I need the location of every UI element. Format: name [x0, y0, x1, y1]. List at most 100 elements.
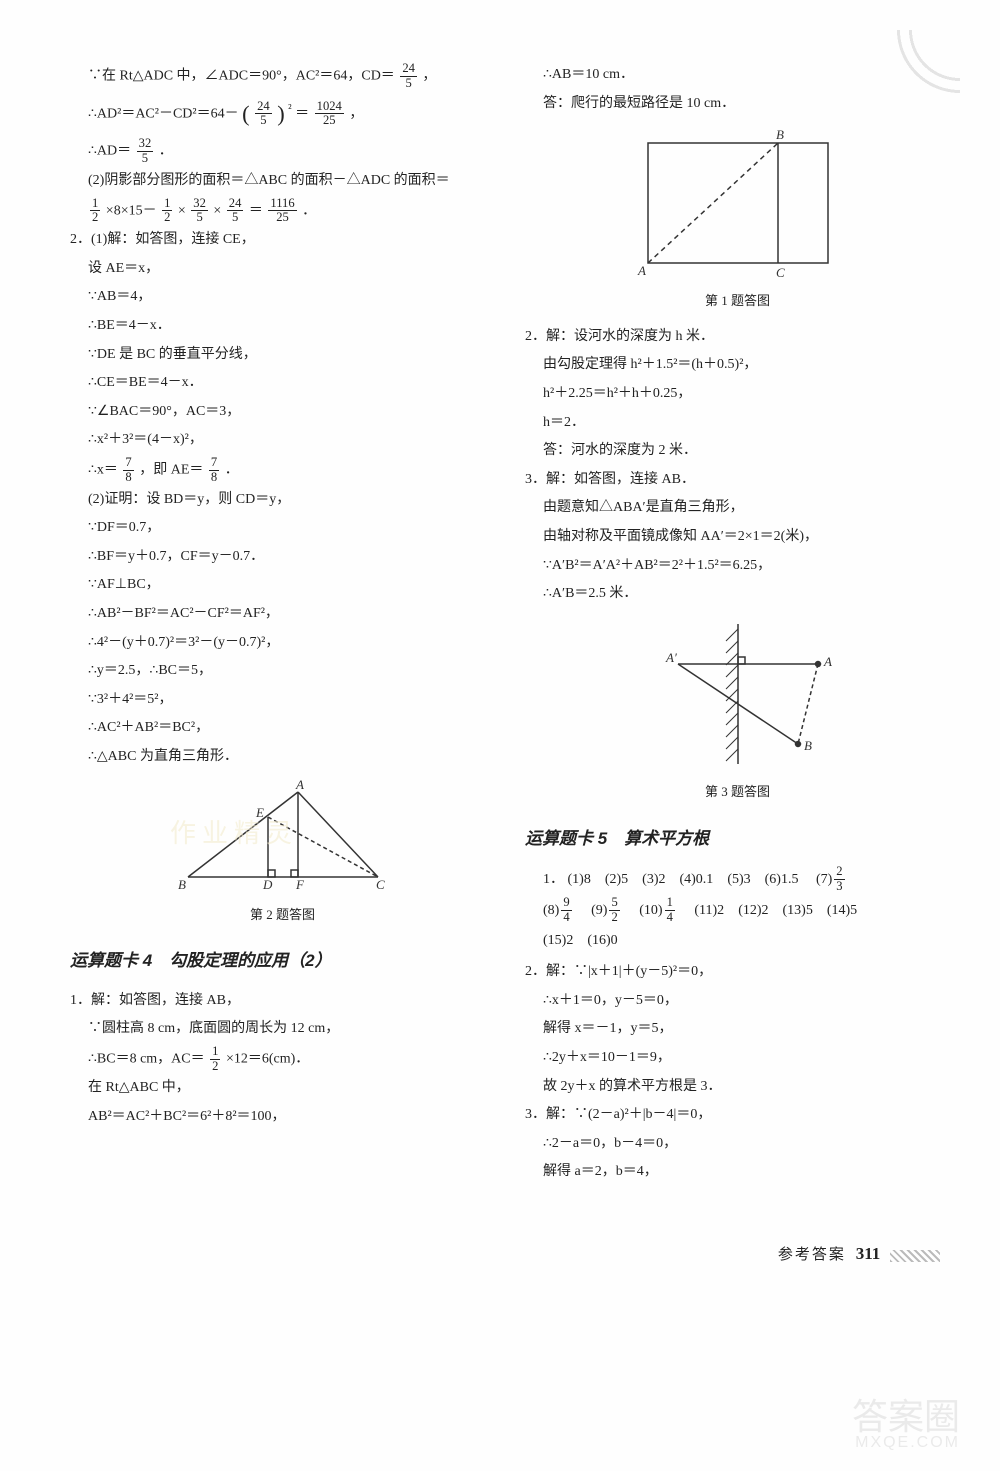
watermark-sub: MXQE.COM — [852, 1435, 960, 1451]
label-A: A — [823, 654, 832, 669]
text-line: 由题意知△ABA′是直角三角形， — [525, 495, 950, 522]
text: ∴AD²＝AC²－CD²＝64－ — [88, 106, 239, 121]
text-line: ∵∠BAC＝90°，AC＝3， — [70, 399, 495, 426]
answer-item: (15)2 — [543, 926, 573, 957]
answer-item: (8)94 — [543, 896, 574, 927]
text: ，即 AE＝ — [139, 463, 203, 478]
text-line: h＝2． — [525, 410, 950, 437]
text-line: 3．解：∵(2－a)²＋|b－4|＝0， — [525, 1102, 950, 1129]
answer-row: (8)94 (9)52 (10)14 (11)2(12)2(13)5(14)5 — [525, 896, 950, 927]
text-line: ∴BC＝8 cm，AC＝ 12 ×12＝6(cm)． — [70, 1045, 495, 1074]
answer-item: (7)23 — [816, 865, 847, 896]
paren: ( — [242, 101, 249, 126]
answer-item: (9)52 — [591, 896, 622, 927]
text-line: 由勾股定理得 h²＋1.5²＝(h＋0.5)²， — [525, 352, 950, 379]
text: ×8×15－ — [106, 203, 157, 218]
figure-3-svg: A′ A B — [628, 614, 848, 774]
fraction: 12 — [162, 197, 172, 226]
text: ×12＝6(cm)． — [226, 1051, 309, 1066]
label-B: B — [178, 877, 186, 892]
page-number: 311 — [856, 1244, 881, 1263]
text-line: ∴AD²＝AC²－CD²＝64－ ( 245 ) ² ＝ 102425 ， — [70, 93, 495, 136]
site-watermark: 答案圈 MXQE.COM — [852, 1399, 960, 1451]
text-line: ∵圆柱高 8 cm，底面圆的周长为 12 cm， — [70, 1016, 495, 1043]
section-5-title: 运算题卡 5 算术平方根 — [525, 823, 950, 855]
answer-row: 1． (1)8(2)5(3)2(4)0.1(5)3(6)1.5 (7)23 — [525, 865, 950, 896]
fraction: 12 — [90, 197, 100, 226]
text-line: 解得 a＝2，b＝4， — [525, 1159, 950, 1186]
text: ． — [302, 203, 316, 218]
answer-item: (14)5 — [827, 896, 857, 927]
text-line: ∴AB²－BF²＝AC²－CF²＝AF²， — [70, 601, 495, 628]
answer-item: (12)2 — [738, 896, 768, 927]
label-A: A — [295, 777, 304, 792]
figure-1-svg: A B C — [628, 123, 848, 283]
section-4-title: 运算题卡 4 勾股定理的应用（2） — [70, 945, 495, 977]
paren: ) — [277, 101, 284, 126]
text-line: 1．解：如答图，连接 AB， — [70, 988, 495, 1015]
text: ∴BC＝8 cm，AC＝ — [88, 1051, 205, 1066]
fraction: 78 — [123, 456, 133, 485]
answer-item: (2)5 — [605, 865, 628, 896]
text-line: ∴4²－(y＋0.7)²＝3²－(y－0.7)²， — [70, 630, 495, 657]
text: ∴AD＝ — [88, 144, 131, 159]
text-line: 2．解：∵|x＋1|＋(y－5)²＝0， — [525, 959, 950, 986]
text-line: ∴x＋1＝0，y－5＝0， — [525, 988, 950, 1015]
label-C: C — [376, 877, 385, 892]
fraction: 325 — [137, 137, 154, 166]
text: ． — [225, 463, 239, 478]
text: ∴x＝ — [88, 463, 118, 478]
text-line: 3．解：如答图，连接 AB． — [525, 467, 950, 494]
text: ． — [159, 144, 173, 159]
left-column: ∵在 Rt△ADC 中，∠ADC＝90°，AC²＝64，CD＝ 245 ， ∴A… — [70, 60, 495, 1188]
corner-decoration — [820, 30, 960, 100]
label-C: C — [776, 265, 785, 280]
text-line: ∵AF⊥BC， — [70, 572, 495, 599]
answer-item: (16)0 — [587, 926, 617, 957]
text-line: h²＋2.25＝h²＋h＋0.25， — [525, 381, 950, 408]
text: × — [178, 203, 186, 218]
text-line: ∴x²＋3²＝(4－x)²， — [70, 427, 495, 454]
text-line: ∵DE 是 BC 的垂直平分线， — [70, 342, 495, 369]
text-line: 故 2y＋x 的算术平方根是 3． — [525, 1074, 950, 1101]
answer-item: (11)2 — [694, 896, 724, 927]
text: ＝ — [295, 106, 309, 121]
text-line: 设 AE＝x， — [70, 256, 495, 283]
text: ＝ — [249, 203, 263, 218]
label-B: B — [776, 127, 784, 142]
label-Ap: A′ — [665, 650, 677, 665]
fraction: 245 — [255, 100, 272, 129]
text-line: (2)阴影部分图形的面积＝△ABC 的面积－△ADC 的面积＝ — [70, 168, 495, 195]
figure-1-caption: 第 1 题答图 — [525, 289, 950, 314]
answer-item: (1)8 — [568, 865, 591, 896]
text-line: ∴CE＝BE＝4－x． — [70, 370, 495, 397]
answer-item: (5)3 — [727, 865, 750, 896]
answer-item: (6)1.5 — [765, 865, 799, 896]
figure-2-caption: 第 2 题答图 — [70, 903, 495, 928]
text: ， — [349, 106, 363, 121]
text-line: 答：河水的深度为 2 米． — [525, 438, 950, 465]
fraction: 102425 — [315, 100, 344, 129]
text-line: ∴A′B＝2.5 米． — [525, 581, 950, 608]
answer-item: (10)14 — [639, 896, 677, 927]
fraction: 78 — [209, 456, 219, 485]
label-A: A — [637, 263, 646, 278]
answer-item: (3)2 — [642, 865, 665, 896]
footer-label: 参考答案 — [778, 1246, 846, 1263]
text-line: ∵DF＝0.7， — [70, 515, 495, 542]
text-line: ∴AC²＋AB²＝BC²， — [70, 715, 495, 742]
text-line: 由轴对称及平面镜成像知 AA′＝2×1＝2(米)， — [525, 524, 950, 551]
text-line: ∴2y＋x＝10－1＝9， — [525, 1045, 950, 1072]
text-line: (2)证明：设 BD＝y，则 CD＝y， — [70, 487, 495, 514]
text-line: AB²＝AC²＋BC²＝6²＋8²＝100， — [70, 1104, 495, 1131]
label-F: F — [295, 877, 305, 892]
text-line: ∴BE＝4－x． — [70, 313, 495, 340]
fraction: 245 — [400, 62, 417, 91]
figure-2-svg: A B C D E F — [168, 777, 398, 897]
text-line: ∴BF＝y＋0.7，CF＝y－0.7． — [70, 544, 495, 571]
footer-hatch-icon — [890, 1250, 940, 1262]
answer-row: (15)2 (16)0 — [525, 926, 950, 957]
text-line: ∴y＝2.5，∴BC＝5， — [70, 658, 495, 685]
text-line: ∵AB＝4， — [70, 284, 495, 311]
fraction: 12 — [210, 1045, 220, 1074]
